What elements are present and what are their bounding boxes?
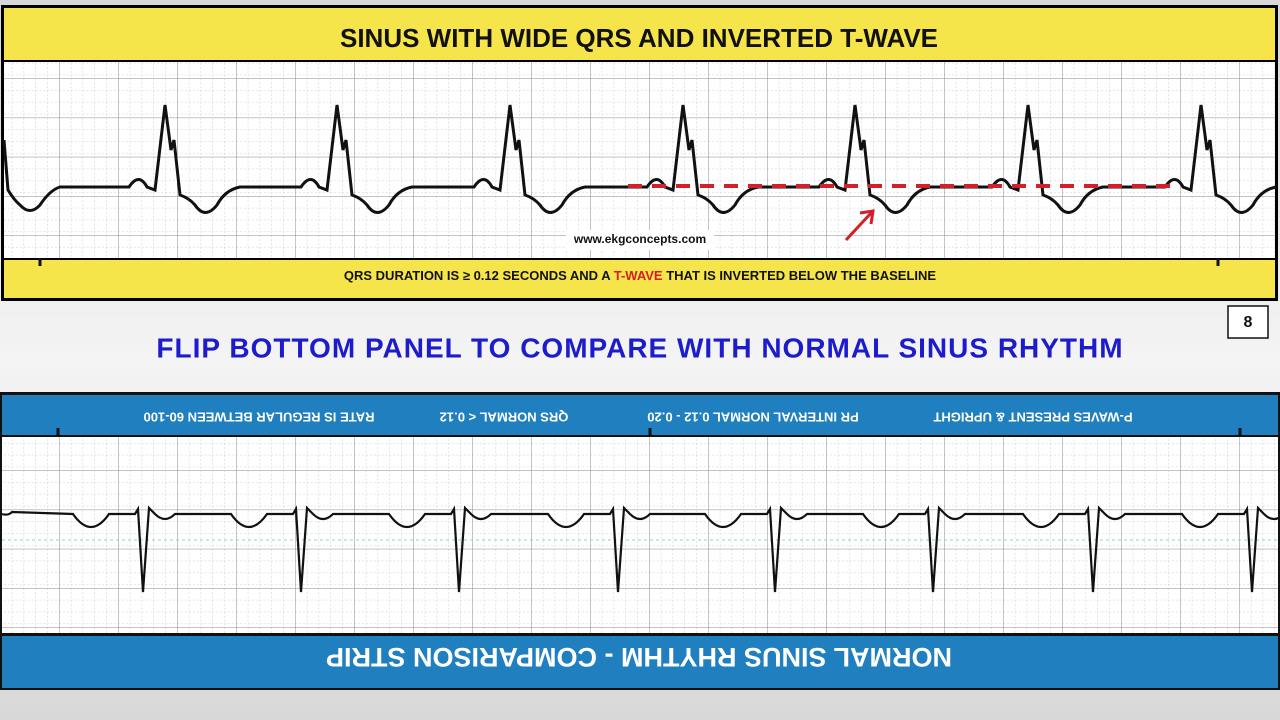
top-grid bbox=[4, 62, 1275, 258]
criterion: RATE IS REGULAR BETWEEN 60-100 bbox=[144, 410, 375, 425]
criterion: P-WAVES PRESENT & UPRIGHT bbox=[933, 410, 1132, 425]
top-footer bbox=[4, 260, 1275, 298]
instruction: FLIP BOTTOM PANEL TO COMPARE WITH NORMAL… bbox=[156, 332, 1123, 363]
website: www.ekgconcepts.com bbox=[573, 232, 706, 246]
arrow bbox=[844, 209, 875, 242]
top-header bbox=[4, 8, 1275, 60]
criterion: QRS NORMAL < 0.12 bbox=[440, 410, 569, 425]
criterion: PR INTERVAL NORMAL 0.12 - 0.20 bbox=[647, 410, 858, 425]
top-title: SINUS WITH WIDE QRS AND INVERTED T-WAVE bbox=[340, 23, 938, 53]
caption-highlight: T-WAVE bbox=[614, 268, 663, 283]
page-number: 8 bbox=[1244, 314, 1253, 331]
website-bg bbox=[566, 230, 714, 250]
page-number-box bbox=[1227, 305, 1269, 339]
bottom-grid bbox=[2, 437, 1278, 633]
caption-text: QRS DURATION IS ≥ 0.12 SECONDS AND A bbox=[344, 268, 614, 283]
bottom-footer bbox=[2, 636, 1278, 688]
caption-text: THAT IS INVERTED BELOW THE BASELINE bbox=[663, 268, 937, 283]
caption: QRS DURATION IS ≥ 0.12 SECONDS AND A T-W… bbox=[344, 268, 937, 283]
ecg-wave bbox=[2, 104, 1277, 214]
bottom-header bbox=[2, 395, 1278, 435]
bottom-title: NORMAL SINUS RHYTHM - COMPARISON STRIP bbox=[326, 642, 952, 672]
ecg-wave bbox=[1, 505, 1280, 593]
